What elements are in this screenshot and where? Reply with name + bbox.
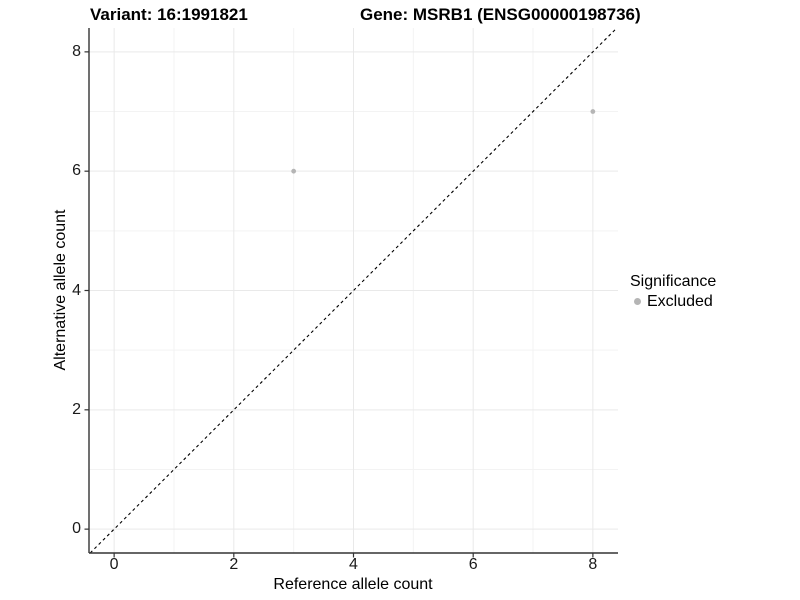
y-tick-label: 2 bbox=[72, 400, 81, 418]
x-tick-label: 6 bbox=[468, 556, 478, 573]
y-tick-label: 8 bbox=[72, 42, 81, 60]
y-tick-label: 0 bbox=[72, 520, 81, 538]
identity-reference-line bbox=[89, 27, 618, 554]
plot-title-variant: Variant: 16:1991821 bbox=[90, 5, 248, 24]
legend-item-excluded: Excluded bbox=[634, 292, 716, 311]
legend-title: Significance bbox=[630, 273, 717, 290]
x-tick-label: 8 bbox=[588, 556, 598, 573]
x-tick-label: 2 bbox=[229, 556, 239, 573]
legend: Significance Excluded bbox=[630, 272, 716, 311]
data-point-excluded bbox=[291, 168, 297, 174]
y-tick-label: 6 bbox=[72, 162, 81, 180]
x-tick-label: 4 bbox=[349, 556, 358, 573]
y-tick-label: 4 bbox=[72, 281, 81, 299]
data-point-excluded bbox=[590, 109, 596, 114]
x-axis-title: Reference allele count bbox=[273, 576, 433, 593]
legend-point-icon bbox=[634, 298, 641, 305]
plot-title-gene: Gene: MSRB1 (ENSG00000198736) bbox=[360, 5, 641, 24]
legend-item-label: Excluded bbox=[647, 293, 713, 310]
x-tick-label: 0 bbox=[109, 556, 119, 573]
